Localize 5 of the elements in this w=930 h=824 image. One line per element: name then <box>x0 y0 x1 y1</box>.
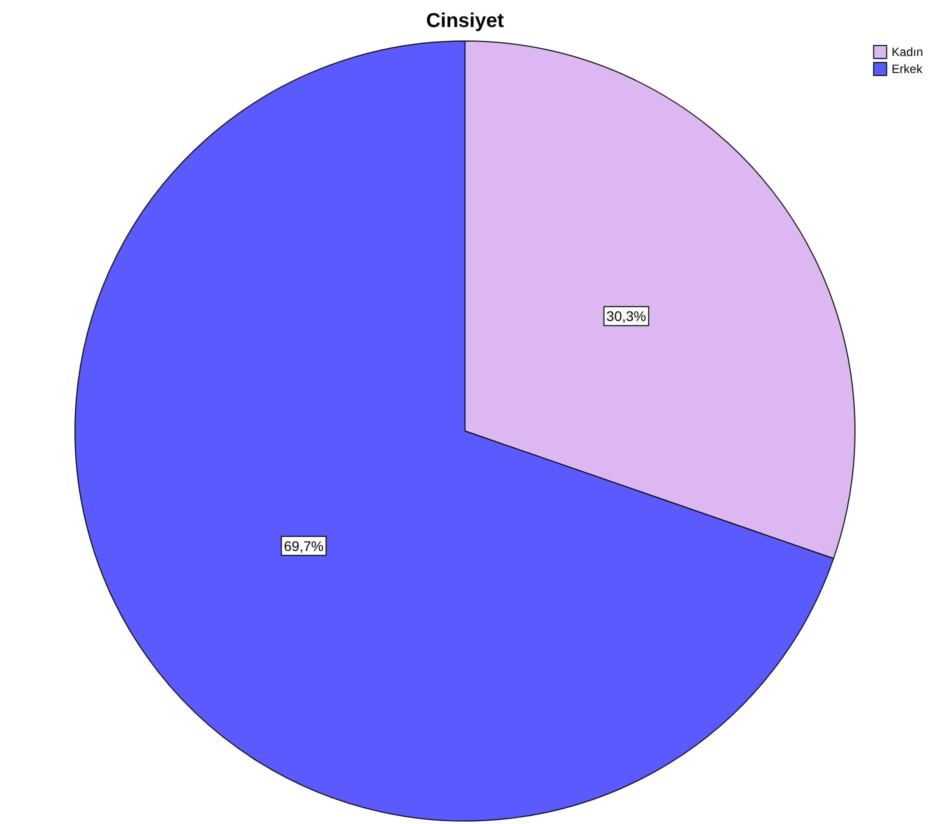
data-label: 69,7% <box>284 538 324 554</box>
legend-label: Kadın <box>892 45 923 59</box>
data-label: 30,3% <box>606 308 646 324</box>
legend-label: Erkek <box>892 62 924 76</box>
chart-title: Cinsiyet <box>426 10 504 32</box>
